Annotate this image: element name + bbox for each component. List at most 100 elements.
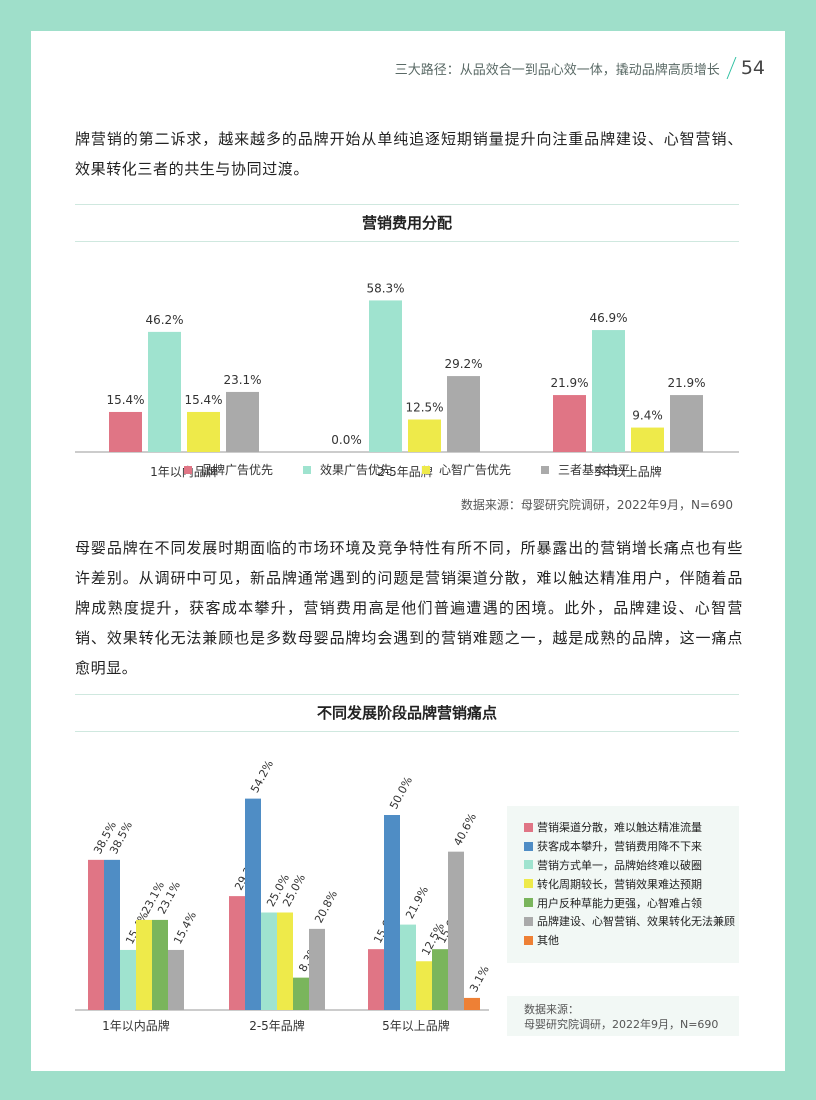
legend-item: 品牌建设、心智营销、效果转化无法兼顾 xyxy=(524,912,739,931)
header-divider xyxy=(726,57,737,79)
data-label: 23.1% xyxy=(223,373,261,387)
data-label: 54.2% xyxy=(248,758,276,795)
data-label: 40.6% xyxy=(451,811,479,848)
bar xyxy=(670,395,703,452)
category-label: 2-5年品牌 xyxy=(377,465,433,479)
legend-swatch xyxy=(524,879,533,889)
legend-item: 营销方式单一，品牌始终难以破圈 xyxy=(524,856,739,875)
data-label: 15.4% xyxy=(106,393,144,407)
bar xyxy=(416,961,432,1010)
category-label: 5年以上品牌 xyxy=(382,1019,450,1033)
chart-legend: 营销渠道分散，难以触达精准流量 获客成本攀升，营销费用降不下来 营销方式单一，品牌始… xyxy=(507,806,739,963)
body-paragraph-2: 母婴品牌在不同发展时期面临的市场环境及竞争特性有所不同，所暴露出的营销增长痛点也… xyxy=(75,539,743,677)
bar xyxy=(408,419,441,452)
category-label: 1年以内品牌 xyxy=(102,1019,170,1033)
legend-label: 品牌建设、心智营销、效果转化无法兼顾 xyxy=(537,915,735,929)
source-text: 母婴研究院调研，2022年9月，N=690 xyxy=(524,1018,719,1031)
legend-item: 效果广告优先 xyxy=(302,461,392,478)
bar xyxy=(109,411,142,452)
legend-label: 其他 xyxy=(537,934,559,948)
data-label: 15.4% xyxy=(171,909,199,946)
page: 三大路径：从品效合一到品心效一体，撬动品牌高质增长 54 牌营销的第二诉求，越来… xyxy=(31,31,785,1071)
data-label: 20.8% xyxy=(312,888,340,925)
legend-label: 三者基本持平 xyxy=(558,463,631,477)
bar xyxy=(631,427,664,452)
legend-swatch xyxy=(524,935,533,945)
bar xyxy=(369,300,402,452)
page-number: 54 xyxy=(740,57,765,79)
chart-title: 不同发展阶段品牌营销痛点 xyxy=(75,694,739,732)
pain-points-chart: 不同发展阶段品牌营销痛点 38.5%38.5%15.4%23.1%23.1%15… xyxy=(75,694,739,1036)
legend-swatch xyxy=(524,916,533,926)
data-label: 29.2% xyxy=(444,357,482,371)
legend-swatch xyxy=(302,465,311,474)
legend-swatch xyxy=(422,465,430,474)
legend-label: 营销方式单一，品牌始终难以破圈 xyxy=(537,858,702,872)
bar xyxy=(104,859,120,1010)
legend-item: 营销渠道分散，难以触达精准流量 xyxy=(524,818,739,837)
bar xyxy=(464,997,480,1010)
data-label: 3.1% xyxy=(467,964,492,995)
chart-plot: 38.5%38.5%15.4%23.1%23.1%15.4%1年以内品牌29.2… xyxy=(75,758,492,1033)
bar xyxy=(226,391,259,452)
legend-item: 用户反种草能力更强，心智难占领 xyxy=(524,893,739,912)
chart-title: 营销费用分配 xyxy=(75,204,739,242)
bar xyxy=(592,330,625,452)
bar xyxy=(136,919,152,1010)
category-label: 5年以上品牌 xyxy=(594,465,662,479)
bar xyxy=(120,949,136,1010)
bar xyxy=(368,949,384,1010)
bar xyxy=(148,331,181,452)
data-label: 21.9% xyxy=(403,884,431,921)
chart-source: 数据来源： 母婴研究院调研，2022年9月，N=690 xyxy=(507,996,739,1036)
data-label: 50.0% xyxy=(387,774,415,811)
bar xyxy=(229,896,245,1010)
legend-item: 其他 xyxy=(524,931,739,950)
chart-legend: 品牌广告优先 效果广告优先 心智广告优先 三者基本持平 xyxy=(75,461,739,478)
legend-label: 获客成本攀升，营销费用降不下来 xyxy=(537,840,702,854)
bar xyxy=(400,924,416,1010)
data-label: 15.4% xyxy=(184,393,222,407)
legend-item: 心智广告优先 xyxy=(422,461,511,478)
bar xyxy=(384,815,400,1010)
bar xyxy=(168,949,184,1010)
legend-swatch xyxy=(524,841,533,851)
bar xyxy=(448,851,464,1010)
legend-item: 三者基本持平 xyxy=(541,461,630,478)
page-header: 三大路径：从品效合一到品心效一体，撬动品牌高质增长 54 xyxy=(395,57,765,79)
bar xyxy=(553,395,586,452)
legend-label: 营销渠道分散，难以触达精准流量 xyxy=(537,821,702,835)
bar xyxy=(432,949,448,1010)
bar xyxy=(245,798,261,1010)
bar xyxy=(152,919,168,1010)
bar xyxy=(277,912,293,1010)
legend-swatch xyxy=(524,898,533,908)
data-label: 58.3% xyxy=(366,281,404,295)
body-paragraph-1: 牌营销的第二诉求，越来越多的品牌开始从单纯追逐短期销量提升向注重品牌建设、心智营… xyxy=(75,130,743,178)
bar xyxy=(187,411,220,452)
legend-label: 用户反种草能力更强，心智难占领 xyxy=(537,896,702,910)
data-label: 21.9% xyxy=(667,376,705,390)
header-title: 三大路径：从品效合一到品心效一体，撬动品牌高质增长 xyxy=(394,62,720,78)
legend-item: 转化周期较长，营销效果难达预期 xyxy=(524,874,739,893)
data-label: 21.9% xyxy=(550,376,588,390)
legend-swatch xyxy=(541,465,550,474)
legend-item: 获客成本攀升，营销费用降不下来 xyxy=(524,837,739,856)
source-label: 数据来源： xyxy=(524,1003,579,1016)
legend-item: 品牌广告优先 xyxy=(183,461,273,478)
legend-label: 品牌广告优先 xyxy=(200,463,273,477)
chart-plot: 15.4%46.2%15.4%23.1%1年以内品牌0.0%58.3%12.5%… xyxy=(75,281,739,479)
data-label: 12.5% xyxy=(405,401,443,415)
data-label: 0.0% xyxy=(331,433,362,447)
category-label: 2-5年品牌 xyxy=(249,1019,305,1033)
bar xyxy=(261,912,277,1010)
legend-swatch xyxy=(524,860,533,870)
bar xyxy=(309,928,325,1010)
chart-source: 数据来源：母婴研究院调研，2022年9月，N=690 xyxy=(460,498,733,512)
data-label: 46.2% xyxy=(145,313,183,327)
legend-label: 转化周期较长，营销效果难达预期 xyxy=(537,877,702,891)
legend-swatch xyxy=(183,465,192,474)
data-label: 9.4% xyxy=(632,409,663,423)
legend-swatch xyxy=(524,822,533,832)
bar xyxy=(293,977,309,1010)
